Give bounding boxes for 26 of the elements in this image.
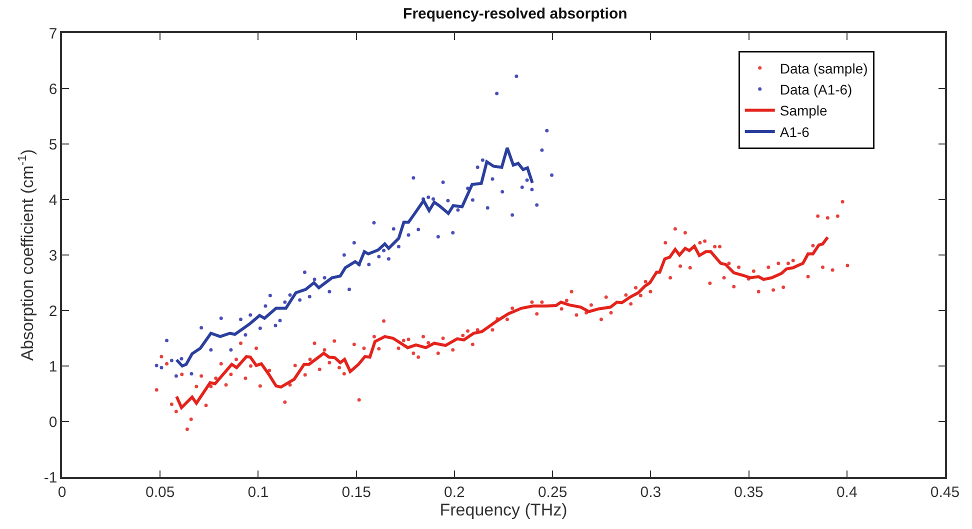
y-tick-label: 4 — [48, 192, 58, 209]
legend-label: A1-6 — [780, 124, 810, 140]
x-axis-title: Frequency (THz) — [440, 500, 568, 520]
y-tick-label: 0 — [48, 414, 58, 431]
y-tick-label: 2 — [48, 302, 58, 320]
legend-label: Data (A1-6) — [780, 82, 852, 98]
x-tick-label: 0.25 — [538, 484, 568, 501]
x-tick-label: 0.45 — [930, 484, 960, 501]
y-tick-label: 7 — [48, 25, 58, 42]
x-tick-label: 0.15 — [342, 484, 371, 501]
y-tick-label: 6 — [48, 80, 58, 98]
legend-label: Data (sample) — [780, 60, 868, 76]
x-tick-label: 0.05 — [146, 484, 175, 501]
y-tick-label: 1 — [48, 358, 58, 376]
line-series — [175, 146, 534, 368]
chart-title: Frequency-resolved absorption — [403, 5, 628, 22]
x-tick-label: 0.35 — [734, 484, 764, 501]
y-tick-label: 3 — [48, 247, 58, 264]
y-tick-label: 5 — [48, 136, 58, 154]
x-tick-label: 0.4 — [836, 484, 858, 501]
line-series — [175, 236, 830, 410]
x-tick-label: 0.3 — [640, 484, 662, 501]
x-tick-label: 0.2 — [444, 484, 465, 501]
y-tick-label: -1 — [44, 469, 58, 486]
legend-label: Sample — [780, 102, 828, 119]
x-tick-label: 0.1 — [248, 484, 269, 501]
